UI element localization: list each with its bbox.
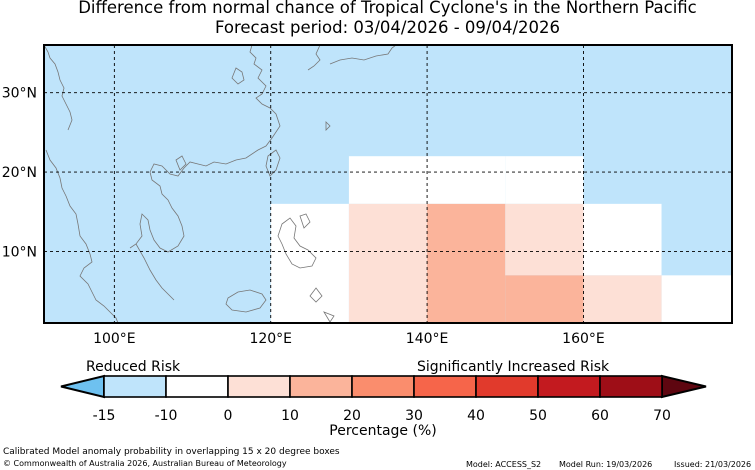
colorbar-label-increased: Significantly Increased Risk xyxy=(417,359,610,375)
risk-box xyxy=(661,203,732,276)
footer-model-run: Model Run: 19/03/2026 xyxy=(559,460,653,469)
lat-tick-label: 30°N xyxy=(2,86,37,102)
risk-box xyxy=(427,203,506,323)
colorbar-cell xyxy=(599,375,663,398)
chart-title-line1: Difference from normal chance of Tropica… xyxy=(78,0,697,17)
risk-box xyxy=(270,156,349,204)
colorbar-cell xyxy=(227,375,291,398)
colorbar-tick-label: 70 xyxy=(653,408,671,424)
colorbar-axis-label: Percentage (%) xyxy=(329,423,436,439)
lon-tick-label: 140°E xyxy=(406,331,449,347)
colorbar-tick-label: 60 xyxy=(591,408,609,424)
colorbar-cell xyxy=(475,375,539,398)
graticule xyxy=(44,45,732,323)
colorbar-tick-label: 20 xyxy=(343,408,361,424)
risk-box xyxy=(583,275,662,323)
footer-note: Calibrated Model anomaly probability in … xyxy=(3,447,340,457)
risk-box xyxy=(505,275,584,323)
risk-box xyxy=(661,275,732,323)
risk-box xyxy=(348,203,428,323)
risk-box xyxy=(270,203,349,323)
colorbar-under-arrow xyxy=(60,374,105,399)
colorbar-tick-label: -10 xyxy=(155,408,178,424)
colorbar: Reduced Risk Significantly Increased Ris… xyxy=(60,359,707,439)
risk-box xyxy=(583,203,662,276)
risk-box xyxy=(505,203,584,276)
lat-tick-label: 10°N xyxy=(2,245,37,261)
colorbar-cell xyxy=(413,375,477,398)
map-plot-area xyxy=(44,45,732,323)
colorbar-tick-label: 50 xyxy=(529,408,547,424)
lat-tick-label: 20°N xyxy=(2,165,37,181)
colorbar-label-reduced: Reduced Risk xyxy=(86,359,181,375)
colorbar-tick-label: 30 xyxy=(405,408,423,424)
footer-copyright: © Commonwealth of Australia 2026, Austra… xyxy=(3,459,287,468)
colorbar-tick-label: 10 xyxy=(281,408,299,424)
footer-issued: Issued: 21/03/2026 xyxy=(674,460,752,469)
lon-tick-label: 100°E xyxy=(93,331,136,347)
colorbar-cell xyxy=(103,375,167,398)
colorbar-tick-label: 40 xyxy=(467,408,485,424)
colorbar-cell xyxy=(165,375,229,398)
colorbar-tick-label: -15 xyxy=(93,408,116,424)
coastlines xyxy=(44,45,397,323)
colorbar-cell xyxy=(537,375,601,398)
lon-tick-label: 120°E xyxy=(249,331,292,347)
colorbar-cell xyxy=(289,375,353,398)
risk-box xyxy=(505,156,584,204)
lon-tick-label: 160°E xyxy=(562,331,605,347)
colorbar-over-arrow xyxy=(661,374,707,399)
latitude-tick-labels: 30°N 20°N 10°N xyxy=(2,86,37,261)
colorbar-cell xyxy=(351,375,415,398)
map-frame xyxy=(43,44,733,324)
colorbar-tick-label: 0 xyxy=(224,408,233,424)
longitude-tick-labels: 100°E 120°E 140°E 160°E xyxy=(93,331,605,347)
chart-title-line2: Forecast period: 03/04/2026 - 09/04/2026 xyxy=(214,18,561,37)
footer-model: Model: ACCESS_S2 xyxy=(466,460,542,469)
